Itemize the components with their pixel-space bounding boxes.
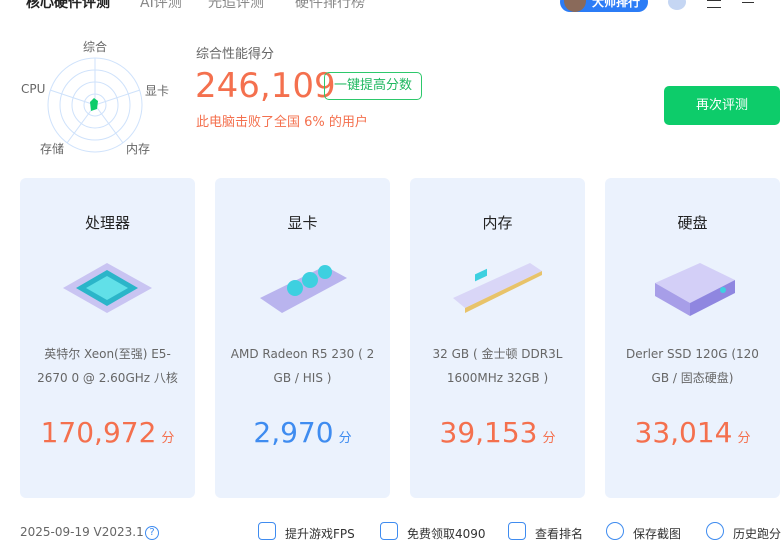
footer-trophy-link[interactable]: 查看排名 <box>535 527 584 541</box>
top-nav: 核心硬件评测 AI评测 光追评测 硬件排行榜 <box>0 0 781 11</box>
tab-ranking[interactable]: 硬件排行榜 <box>295 0 365 11</box>
radar-label-gpu: 显卡 <box>145 84 170 98</box>
fps-icon[interactable] <box>258 522 276 540</box>
card-title: 显卡 <box>287 214 318 232</box>
card-score: 2,970 分 <box>215 416 390 449</box>
card-cpu[interactable]: 处理器 英特尔 Xeon(至强) E5-2670 0 @ 2.60GHz 八核 … <box>20 178 195 498</box>
score-value: 170,972 <box>40 416 157 449</box>
version-text: 2025-09-19 V2023.1 <box>20 525 144 539</box>
radar-chart <box>47 57 143 153</box>
footer-fps-link[interactable]: 提升游戏FPS <box>285 527 355 541</box>
card-title: 处理器 <box>84 214 130 232</box>
score-unit: 分 <box>737 431 751 446</box>
gpu-gift-icon[interactable] <box>380 522 398 540</box>
card-description: AMD Radeon R5 230 ( 2 GB / HIS ) <box>230 347 375 385</box>
card-description: 32 GB ( 金士顿 DDR3L 1600MHz 32GB ) <box>432 347 563 385</box>
footer-screenshot-link[interactable]: 保存截图 <box>633 527 682 541</box>
card-disk[interactable]: 硬盘 Derler SSD 120G (120 GB / 固态硬盘) 33,01… <box>605 178 780 498</box>
card-memory[interactable]: 内存 32 GB ( 金士顿 DDR3L 1600MHz 32GB ) 39,1… <box>410 178 585 498</box>
avatar[interactable] <box>668 0 686 10</box>
beat-text: 此电脑击败了全国 6% 的用户 <box>196 115 368 130</box>
screenshot-icon[interactable] <box>606 522 624 540</box>
minimize-icon[interactable] <box>742 2 754 3</box>
footer-gpu-gift-link[interactable]: 免费领取4090 <box>407 527 486 541</box>
radar-label-overall: 综合 <box>83 40 108 54</box>
score-value: 39,153 <box>439 416 538 449</box>
tab-ai[interactable]: AI评测 <box>140 0 182 11</box>
card-score: 39,153 分 <box>410 416 585 449</box>
trophy-icon[interactable] <box>508 522 526 540</box>
radar-label-cpu: CPU <box>21 82 46 96</box>
card-title: 内存 <box>482 214 513 232</box>
radar-label-memory: 内存 <box>126 142 151 156</box>
footer-history-link[interactable]: 历史跑分 <box>733 527 781 541</box>
boost-score-button[interactable]: 一键提高分数 <box>324 72 422 100</box>
card-gpu[interactable]: 显卡 AMD Radeon R5 230 ( 2 GB / HIS ) 2,97… <box>215 178 390 498</box>
master-label: 大师排行 <box>592 0 641 9</box>
score-title: 综合性能得分 <box>196 47 275 62</box>
score-value: 2,970 <box>253 416 334 449</box>
card-score: 170,972 分 <box>20 416 195 449</box>
help-icon[interactable]: ? <box>145 526 159 540</box>
radar-label-storage: 存储 <box>40 142 65 156</box>
score-unit: 分 <box>338 431 352 446</box>
total-score: 246,109 <box>195 66 336 106</box>
history-icon[interactable] <box>706 522 724 540</box>
score-unit: 分 <box>161 431 175 446</box>
retest-button[interactable]: 再次评测 <box>664 86 780 125</box>
master-ranking-button[interactable]: 大师排行 <box>560 0 648 12</box>
tab-core-hardware[interactable]: 核心硬件评测 <box>26 0 110 11</box>
card-description: 英特尔 Xeon(至强) E5-2670 0 @ 2.60GHz 八核 <box>37 347 178 385</box>
card-score: 33,014 分 <box>605 416 780 449</box>
tab-raytracing[interactable]: 光追评测 <box>208 0 264 11</box>
card-title: 硬盘 <box>677 214 708 232</box>
master-icon <box>564 0 586 12</box>
score-value: 33,014 <box>634 416 733 449</box>
menu-icon[interactable] <box>707 0 721 8</box>
score-unit: 分 <box>542 431 556 446</box>
radar-area <box>90 98 98 111</box>
card-description: Derler SSD 120G (120 GB / 固态硬盘) <box>626 347 759 385</box>
